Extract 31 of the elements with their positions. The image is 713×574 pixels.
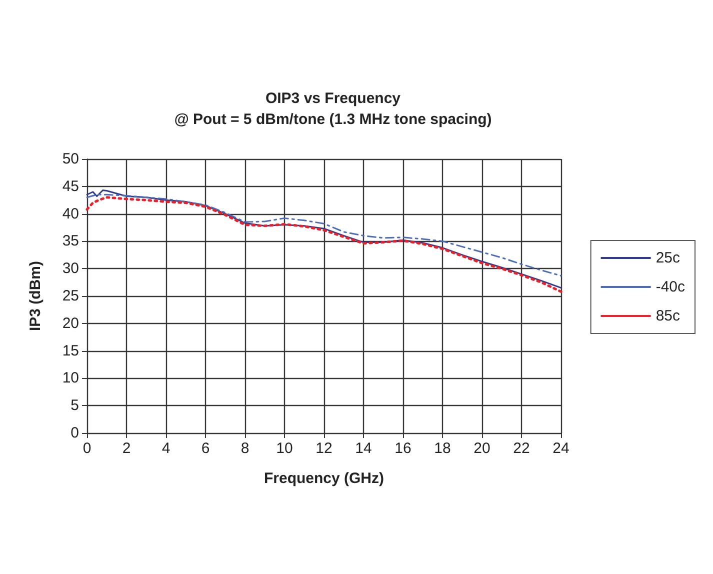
x-tick-label: 20 [474, 440, 490, 457]
x-tick-label: 22 [513, 440, 530, 457]
legend-label: -40c [656, 278, 686, 296]
legend-label: 25c [656, 250, 681, 266]
x-tick-label: 4 [162, 440, 170, 457]
x-tick-label: 0 [82, 440, 92, 457]
legend-label: 85c [656, 308, 681, 324]
x-tick-label: 10 [276, 440, 293, 457]
y-tick-label: 45 [62, 178, 79, 195]
x-tick-label: 2 [122, 440, 131, 457]
x-tick-label: 18 [434, 440, 451, 457]
x-tick-label: 16 [394, 440, 412, 457]
x-axis-title: Frequency (GHz) [264, 470, 384, 487]
y-tick-label: 5 [70, 397, 79, 414]
y-tick-label: 50 [62, 150, 79, 168]
y-tick-label: 10 [62, 370, 79, 387]
chart-title: OIP3 vs Frequency [265, 90, 402, 107]
y-tick-label: 0 [70, 424, 79, 442]
x-tick-label: 6 [201, 440, 210, 457]
chart-subtitle: @ Pout = 5 dBm/tone (1.3 MHz tone spacing) [174, 111, 492, 128]
x-tick-label: 24 [552, 440, 570, 457]
y-tick-label: 30 [62, 260, 79, 278]
y-tick-label: 25 [62, 288, 79, 304]
y-tick-label: 20 [62, 314, 79, 332]
y-tick-label: 15 [62, 342, 79, 360]
y-axis-title: IP3 (dBm) [27, 260, 44, 332]
y-tick-label: 40 [62, 205, 79, 222]
y-tick-label: 35 [62, 232, 79, 250]
x-tick-label: 14 [355, 440, 372, 457]
x-tick-label: 12 [316, 440, 332, 457]
x-tick-label: 8 [240, 440, 250, 457]
